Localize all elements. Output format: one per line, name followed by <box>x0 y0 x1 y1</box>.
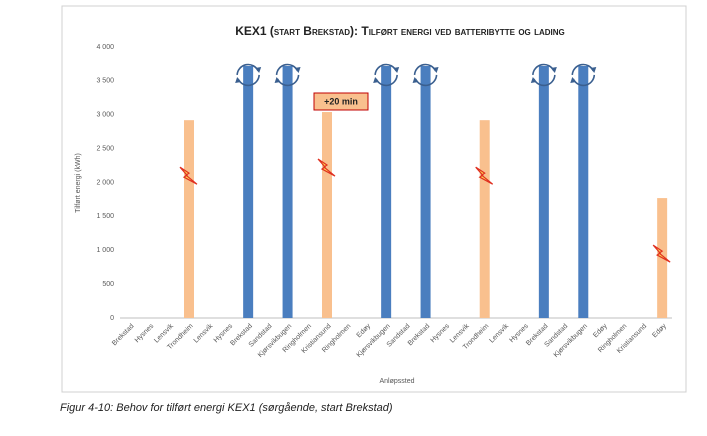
battery-swap-icon <box>294 66 301 73</box>
battery-swap-icon <box>255 66 262 73</box>
y-tick-label: 1 000 <box>96 247 114 254</box>
battery-swap-icon <box>432 66 439 73</box>
y-tick-label: 4 000 <box>96 44 114 51</box>
bar <box>184 120 194 318</box>
battery-swap-icon <box>393 66 400 73</box>
bar <box>282 65 293 318</box>
battery-swap-icon <box>373 76 380 83</box>
lightning-icon <box>179 166 198 185</box>
y-tick-label: 3 500 <box>96 78 114 85</box>
bar <box>322 112 332 318</box>
y-tick-label: 0 <box>110 315 114 322</box>
annotation: +20 min <box>324 96 358 106</box>
bar <box>479 120 490 318</box>
battery-swap-icon <box>590 66 597 73</box>
battery-swap-icon <box>550 66 557 73</box>
battery-swap-icon <box>530 76 537 83</box>
x-axis-label: Anløpssted <box>379 378 414 385</box>
bar <box>578 65 589 318</box>
battery-swap-icon <box>235 76 242 83</box>
bar <box>243 65 254 318</box>
battery-swap-icon <box>274 76 281 83</box>
caption: Figur 4-10: Behov for tilført energi KEX… <box>60 402 393 414</box>
battery-swap-icon <box>570 76 577 83</box>
bar <box>420 65 431 318</box>
chart-title: KEX1 (start Brekstad): Tilført energi ve… <box>235 24 565 38</box>
y-tick-label: 1 500 <box>96 213 114 220</box>
y-tick-label: 500 <box>102 281 114 288</box>
bar <box>381 65 392 318</box>
lightning-icon <box>317 158 336 177</box>
y-tick-label: 2 500 <box>96 145 114 152</box>
y-tick-label: 2 000 <box>96 179 114 186</box>
annotation-box <box>313 92 369 111</box>
lightning-icon <box>475 166 494 185</box>
y-tick-label: 3 000 <box>96 112 114 119</box>
lightning-icon <box>652 244 671 263</box>
battery-swap-icon <box>412 76 419 83</box>
bar <box>538 65 549 318</box>
y-axis-label: Tilført energi (kWh) <box>75 153 82 213</box>
